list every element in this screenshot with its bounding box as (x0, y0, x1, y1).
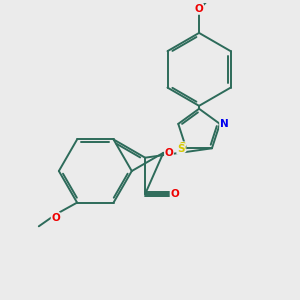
Text: O: O (51, 213, 60, 223)
Text: O: O (195, 4, 203, 14)
Text: S: S (178, 142, 186, 152)
Text: O: O (171, 189, 179, 199)
Text: S: S (177, 144, 184, 154)
Text: O: O (165, 148, 173, 158)
Text: N: N (220, 119, 229, 129)
